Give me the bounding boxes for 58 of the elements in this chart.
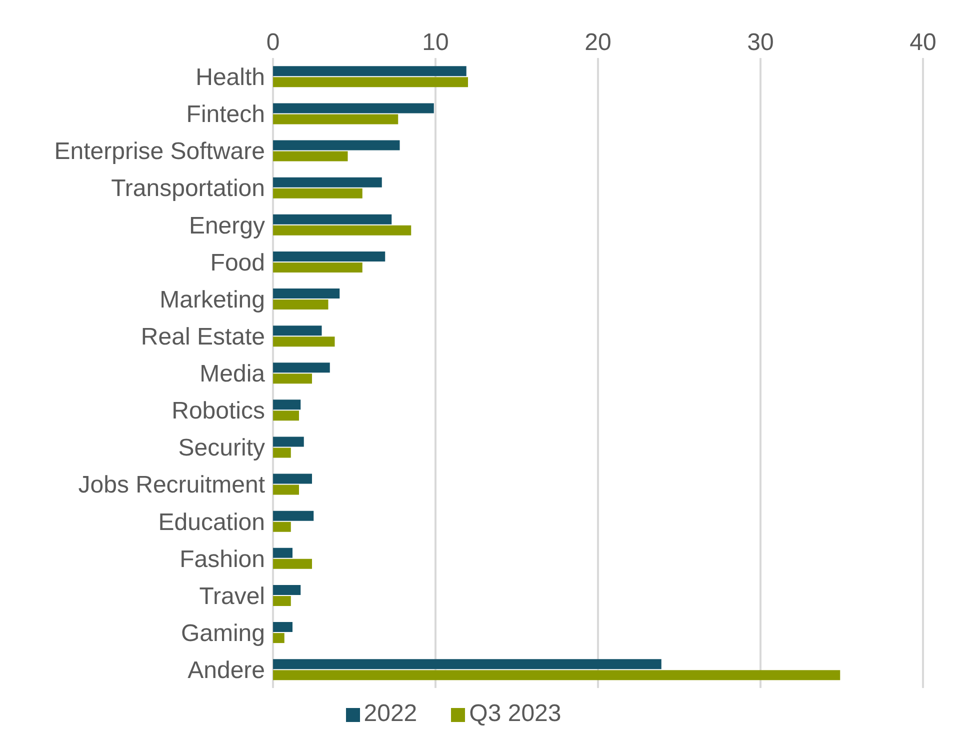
bar — [273, 326, 322, 336]
bar — [273, 66, 466, 76]
bar — [273, 103, 434, 114]
bar — [273, 400, 301, 410]
y-tick-label: Health — [196, 64, 265, 92]
bar — [273, 151, 348, 162]
y-tick-label: Energy — [188, 212, 265, 240]
bar — [273, 188, 362, 198]
bar — [273, 251, 386, 262]
y-tick-label: Security — [178, 434, 265, 462]
y-tick-label: Food — [210, 249, 265, 276]
y-tick-label: Robotics — [172, 398, 265, 425]
bar — [273, 670, 840, 680]
y-tick-label: Travel — [199, 582, 265, 610]
bar — [273, 584, 301, 595]
legend-label: Q3 2023 — [469, 700, 562, 727]
y-tick-label: Enterprise Software — [54, 138, 265, 166]
y-tick-label: Fintech — [186, 101, 265, 128]
bar — [273, 484, 299, 495]
bar — [273, 548, 292, 558]
y-tick-label: Transportation — [111, 175, 265, 202]
y-tick-label: Media — [200, 360, 266, 388]
y-tick-label: Fashion — [180, 546, 265, 573]
bar — [273, 633, 284, 644]
bar — [273, 288, 340, 299]
bar — [273, 140, 400, 150]
bar — [273, 214, 392, 224]
bar — [273, 410, 299, 421]
legend-label: 2022 — [364, 700, 418, 727]
bar — [273, 436, 304, 447]
bar — [273, 262, 362, 272]
x-tick-label: 0 — [266, 29, 280, 56]
bar — [273, 558, 312, 569]
x-tick-label: 30 — [747, 29, 774, 56]
x-tick-label: 40 — [910, 29, 936, 56]
bar — [273, 659, 662, 670]
y-tick-label: Jobs Recruitment — [78, 472, 266, 499]
bar — [273, 114, 398, 124]
bar — [273, 596, 291, 606]
bar — [273, 225, 412, 236]
y-tick-label: Marketing — [160, 286, 265, 314]
x-tick-label: 10 — [422, 29, 449, 56]
bar — [273, 522, 291, 532]
bar — [273, 177, 382, 188]
bar — [273, 374, 312, 384]
y-tick-label: Gaming — [180, 620, 265, 647]
y-tick-label: Education — [158, 508, 265, 536]
bar — [273, 300, 328, 310]
bar — [273, 77, 468, 88]
bar — [273, 622, 292, 632]
bar — [273, 362, 330, 373]
bar — [273, 474, 312, 484]
bar — [273, 448, 291, 458]
x-tick-label: 20 — [584, 29, 612, 56]
bar — [273, 336, 335, 347]
bar — [273, 510, 314, 521]
y-tick-label: Real Estate — [140, 323, 265, 350]
y-tick-label: Andere — [188, 656, 265, 684]
